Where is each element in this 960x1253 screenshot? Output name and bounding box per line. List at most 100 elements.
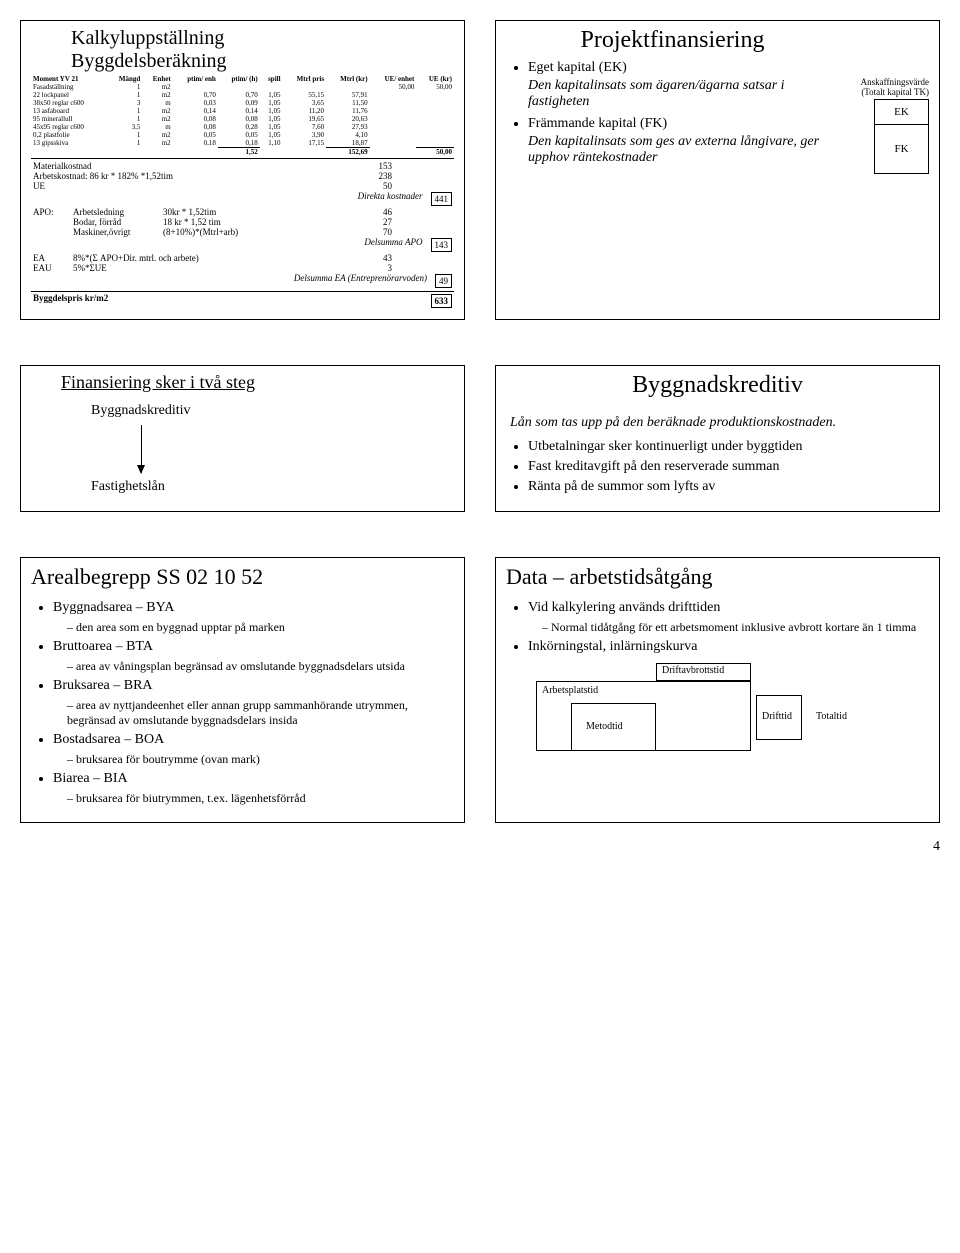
calc-summary: Materialkostnad153 Arbetskostnad: 86 kr … [31,158,454,309]
kreditiv-lead: Lån som tas upp på den beräknade produkt… [510,415,929,431]
calc-th: UE (kr) [416,75,454,83]
table-row: 13 asfaboard1m20,140,141,0511,2011,76 [31,107,454,115]
table-row: Fasadställning1m250,0050,00 [31,83,454,91]
calc-title2: Byggdelsberäkning [71,50,454,73]
apo-lbl: APO: [33,207,73,217]
lbl-ap: Arbetsplatstid [542,685,598,696]
calc-panel: Kalkyluppställning Byggdelsberäkning Mom… [20,20,465,320]
arbetstid-title: Data – arbetstidsåtgång [506,564,929,590]
calc-th: spill [260,75,283,83]
dk-val: 441 [431,192,453,206]
areal-item-desc: area av nyttjandeenhet eller annan grupp… [67,698,454,728]
areal-item: Bruttoarea – BTAarea av våningsplan begr… [53,639,454,674]
apo3-l: Maskiner,övrigt [73,227,163,237]
table-sum-row: 1,52152,6950,00 [31,148,454,157]
kreditiv-title: Byggnadskreditiv [506,372,929,399]
areal-title: Arealbegrepp SS 02 10 52 [31,564,454,590]
lbl-tot: Totaltid [816,711,847,722]
apo2-c: 18 kr * 1,52 tim [163,217,221,227]
areal-item-desc: bruksarea för biutrymmen, t.ex. lägenhet… [67,791,454,806]
ea-c: 8%*(Σ APO+Dir. mtrl. och arbete) [73,253,199,263]
apo1-c: 30kr * 1,52tim [163,207,216,217]
calc-title1: Kalkyluppställning [71,27,454,50]
table-row: 45x95 reglar c6003,5m0,080,281,057,6027,… [31,123,454,131]
proj-title: Projektfinansiering [506,27,839,54]
eau-l: EAU [33,263,73,273]
dsea-l: Delsumma EA (Entreprenörarvoden) [294,273,427,289]
fk-cell: FK [875,125,928,173]
areal-list: Byggnadsarea – BYAden area som en byggna… [31,600,454,806]
arbetstid-bullet: Inkörningstal, inlärningskurva [528,639,929,655]
arbetstid-bullet: Vid kalkylering används drifttidenNormal… [528,600,929,635]
apo3-v: 70 [383,227,392,237]
proj-list: Eget kapital (EK)Den kapitalinsats som ä… [506,60,839,166]
fin-steps-title: Finansiering sker i två steg [61,372,454,393]
kreditiv-bullet: Fast kreditavgift på den reserverade sum… [528,459,929,475]
page-number: 4 [20,839,940,855]
calc-th: Enhet [142,75,172,83]
kreditiv-panel: Byggnadskreditiv Lån som tas upp på den … [495,365,940,512]
proj-item-desc: Den kapitalinsats som ägaren/ägarna sats… [528,78,839,110]
calc-th: Mtrl pris [283,75,327,83]
lbl-met: Metodtid [586,721,623,732]
dsapo-l: Delsumma APO [364,237,422,253]
kreditiv-bullet: Ränta på de summor som lyfts av [528,479,929,495]
areal-item-desc: area av våningsplan begränsad av omsluta… [67,659,454,674]
areal-item-desc: den area som en byggnad upptar på marken [67,620,454,635]
table-row: 13 gipsskiva1m20,180,181,1017,1518,87 [31,139,454,148]
table-row: 38x50 reglar c6003m0,030,091,053,6511,50 [31,99,454,107]
areal-panel: Arealbegrepp SS 02 10 52 Byggnadsarea – … [20,557,465,823]
apo1-l: Arbetsledning [73,207,163,217]
ue-label: UE [33,181,45,191]
total-l: Byggdelspris kr/m2 [33,293,108,309]
calc-th: ptim/ enh [173,75,218,83]
calc-th: ptim/ (h) [218,75,260,83]
areal-item: Bostadsarea – BOAbruksarea för boutrymme… [53,732,454,767]
areal-item: Byggnadsarea – BYAden area som en byggna… [53,600,454,635]
apo2-v: 27 [383,217,392,227]
fin-steps-panel: Finansiering sker i två steg Byggnadskre… [20,365,465,512]
proj-panel: Projektfinansiering Eget kapital (EK)Den… [495,20,940,320]
table-row: 22 lockpanel1m20,700,701,0555,1557,91 [31,91,454,99]
table-row: 95 minerallull1m20,080,081,0519,6520,63 [31,115,454,123]
areal-item: Bruksarea – BRAarea av nyttjandeenhet el… [53,678,454,728]
dsapo-v: 143 [431,238,453,252]
tid-diagram: Driftavbrottstid Arbetsplatstid Metodtid… [536,663,866,763]
calc-th: UE/ enhet [370,75,417,83]
lbl-drift: Drifttid [762,711,792,722]
arbetstid-sub: Normal tidåtgång för ett arbetsmoment in… [542,620,929,635]
areal-item: Biarea – BIAbruksarea för biutrymmen, t.… [53,771,454,806]
fin-flow: Byggnadskreditiv Fastighetslån [91,403,454,495]
proj-item: Eget kapital (EK)Den kapitalinsats som ä… [528,60,839,110]
ek-cell: EK [875,100,928,125]
arb-label: Arbetskostnad: 86 kr * 182% *1,52tim [33,171,173,181]
table-row: 0,2 plastfolie1m20,050,051,053,904,10 [31,131,454,139]
ekfk-caption: Anskaffningsvärde (Totalt kapital TK) [849,77,929,97]
arb-val: 238 [379,171,393,181]
dsea-v: 49 [435,274,452,288]
calc-table: Moment YV 21MängdEnhetptim/ enhptim/ (h)… [31,75,454,156]
mat-label: Materialkostnad [33,161,91,171]
fin-step1: Byggnadskreditiv [91,403,454,419]
ea-v: 43 [383,253,392,263]
dk-label: Direkta kostnader [358,191,423,207]
arbetstid-list: Vid kalkylering används drifttidenNormal… [506,600,929,655]
ea-l: EA [33,253,73,263]
proj-item: Främmande kapital (FK)Den kapitalinsats … [528,116,839,166]
ue-val: 50 [383,181,392,191]
fin-step2: Fastighetslån [91,479,454,495]
ekfk-box: EK FK [874,99,929,174]
calc-th: Mängd [107,75,142,83]
apo1-v: 46 [383,207,392,217]
kreditiv-list: Utbetalningar sker kontinuerligt under b… [506,439,929,495]
apo3-c: (8+10%)*(Mtrl+arb) [163,227,238,237]
arbetstid-panel: Data – arbetstidsåtgång Vid kalkylering … [495,557,940,823]
kreditiv-bullet: Utbetalningar sker kontinuerligt under b… [528,439,929,455]
apo2-l: Bodar, förråd [73,217,163,227]
arrow-icon [141,425,142,473]
proj-item-desc: Den kapitalinsats som ges av externa lån… [528,134,839,166]
eau-v: 3 [388,263,393,273]
areal-item-desc: bruksarea för boutrymme (ovan mark) [67,752,454,767]
total-v: 633 [431,294,453,308]
eau-c: 5%*ΣUE [73,263,107,273]
